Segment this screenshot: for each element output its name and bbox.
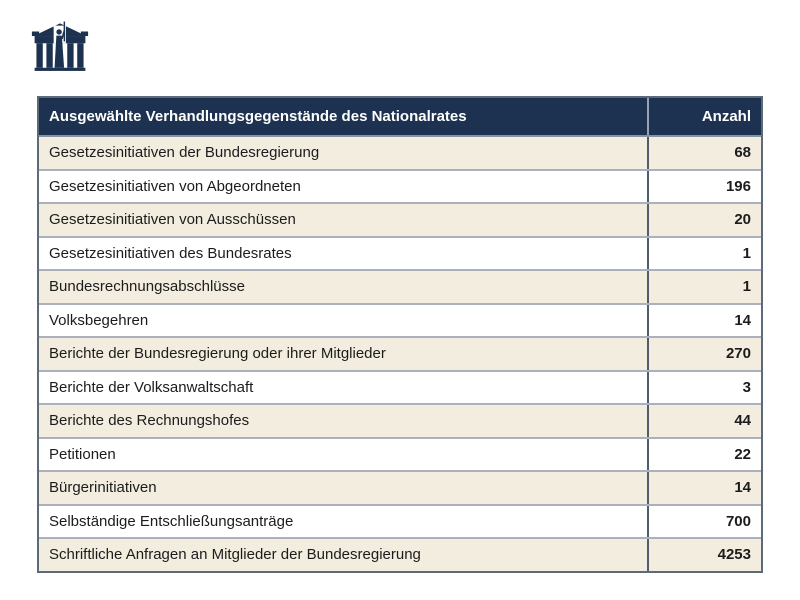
row-label: Bürgerinitiativen — [49, 479, 157, 497]
parliament-building-icon — [31, 19, 89, 73]
row-count: 270 — [647, 338, 761, 370]
table-row: Gesetzesinitiativen der Bundesregierung … — [39, 137, 761, 171]
row-count: 4253 — [647, 539, 761, 571]
row-count: 14 — [647, 304, 761, 336]
table-row: Schriftliche Anfragen an Mitglieder der … — [39, 539, 761, 571]
row-label: Selbständige Entschließungsanträge — [49, 512, 294, 530]
row-label: Petitionen — [49, 445, 116, 463]
row-label: Gesetzesinitiativen von Abgeordneten — [49, 177, 301, 195]
table-row: Gesetzesinitiativen von Ausschüssen 20 — [39, 204, 761, 238]
row-label: Bundesrechnungsabschlüsse — [49, 278, 245, 296]
row-label: Berichte der Volksanwaltschaft — [49, 378, 254, 396]
table-header-row: Ausgewählte Verhandlungsgegenstände des … — [39, 98, 761, 137]
row-label: Berichte des Rechnungshofes — [49, 412, 250, 430]
table-row: Berichte des Rechnungshofes 44 — [39, 405, 761, 439]
table-row: Berichte der Volksanwaltschaft 3 — [39, 371, 761, 405]
row-count: 1 — [647, 237, 761, 269]
row-count: 68 — [647, 137, 761, 169]
row-label: Volksbegehren — [49, 311, 149, 329]
table-row: Bürgerinitiativen 14 — [39, 472, 761, 506]
table-row: Petitionen 22 — [39, 438, 761, 472]
row-count: 22 — [647, 438, 761, 470]
table-header-count: Anzahl — [647, 98, 761, 135]
row-count: 14 — [647, 472, 761, 504]
row-count: 700 — [647, 505, 761, 537]
table-header-title: Ausgewählte Verhandlungsgegenstände des … — [49, 108, 467, 125]
row-count: 20 — [647, 204, 761, 236]
row-label: Berichte der Bundesregierung oder ihrer … — [49, 345, 386, 363]
row-count: 1 — [647, 271, 761, 303]
row-label: Gesetzesinitiativen der Bundesregierung — [49, 144, 320, 162]
table-row: Volksbegehren 14 — [39, 304, 761, 338]
table-row: Selbständige Entschließungsanträge 700 — [39, 505, 761, 539]
parliament-temple-icon — [31, 21, 89, 71]
row-label: Gesetzesinitiativen des Bundesrates — [49, 244, 292, 262]
table-row: Gesetzesinitiativen des Bundesrates 1 — [39, 237, 761, 271]
row-count: 196 — [647, 170, 761, 202]
row-count: 3 — [647, 371, 761, 403]
row-label: Gesetzesinitiativen von Ausschüssen — [49, 211, 296, 229]
table-row: Gesetzesinitiativen von Abgeordneten 196 — [39, 170, 761, 204]
row-count: 44 — [647, 405, 761, 437]
table-row: Berichte der Bundesregierung oder ihrer … — [39, 338, 761, 372]
row-label: Schriftliche Anfragen an Mitglieder der … — [49, 546, 421, 564]
statistics-table: Ausgewählte Verhandlungsgegenstände des … — [37, 96, 763, 573]
table-row: Bundesrechnungsabschlüsse 1 — [39, 271, 761, 305]
